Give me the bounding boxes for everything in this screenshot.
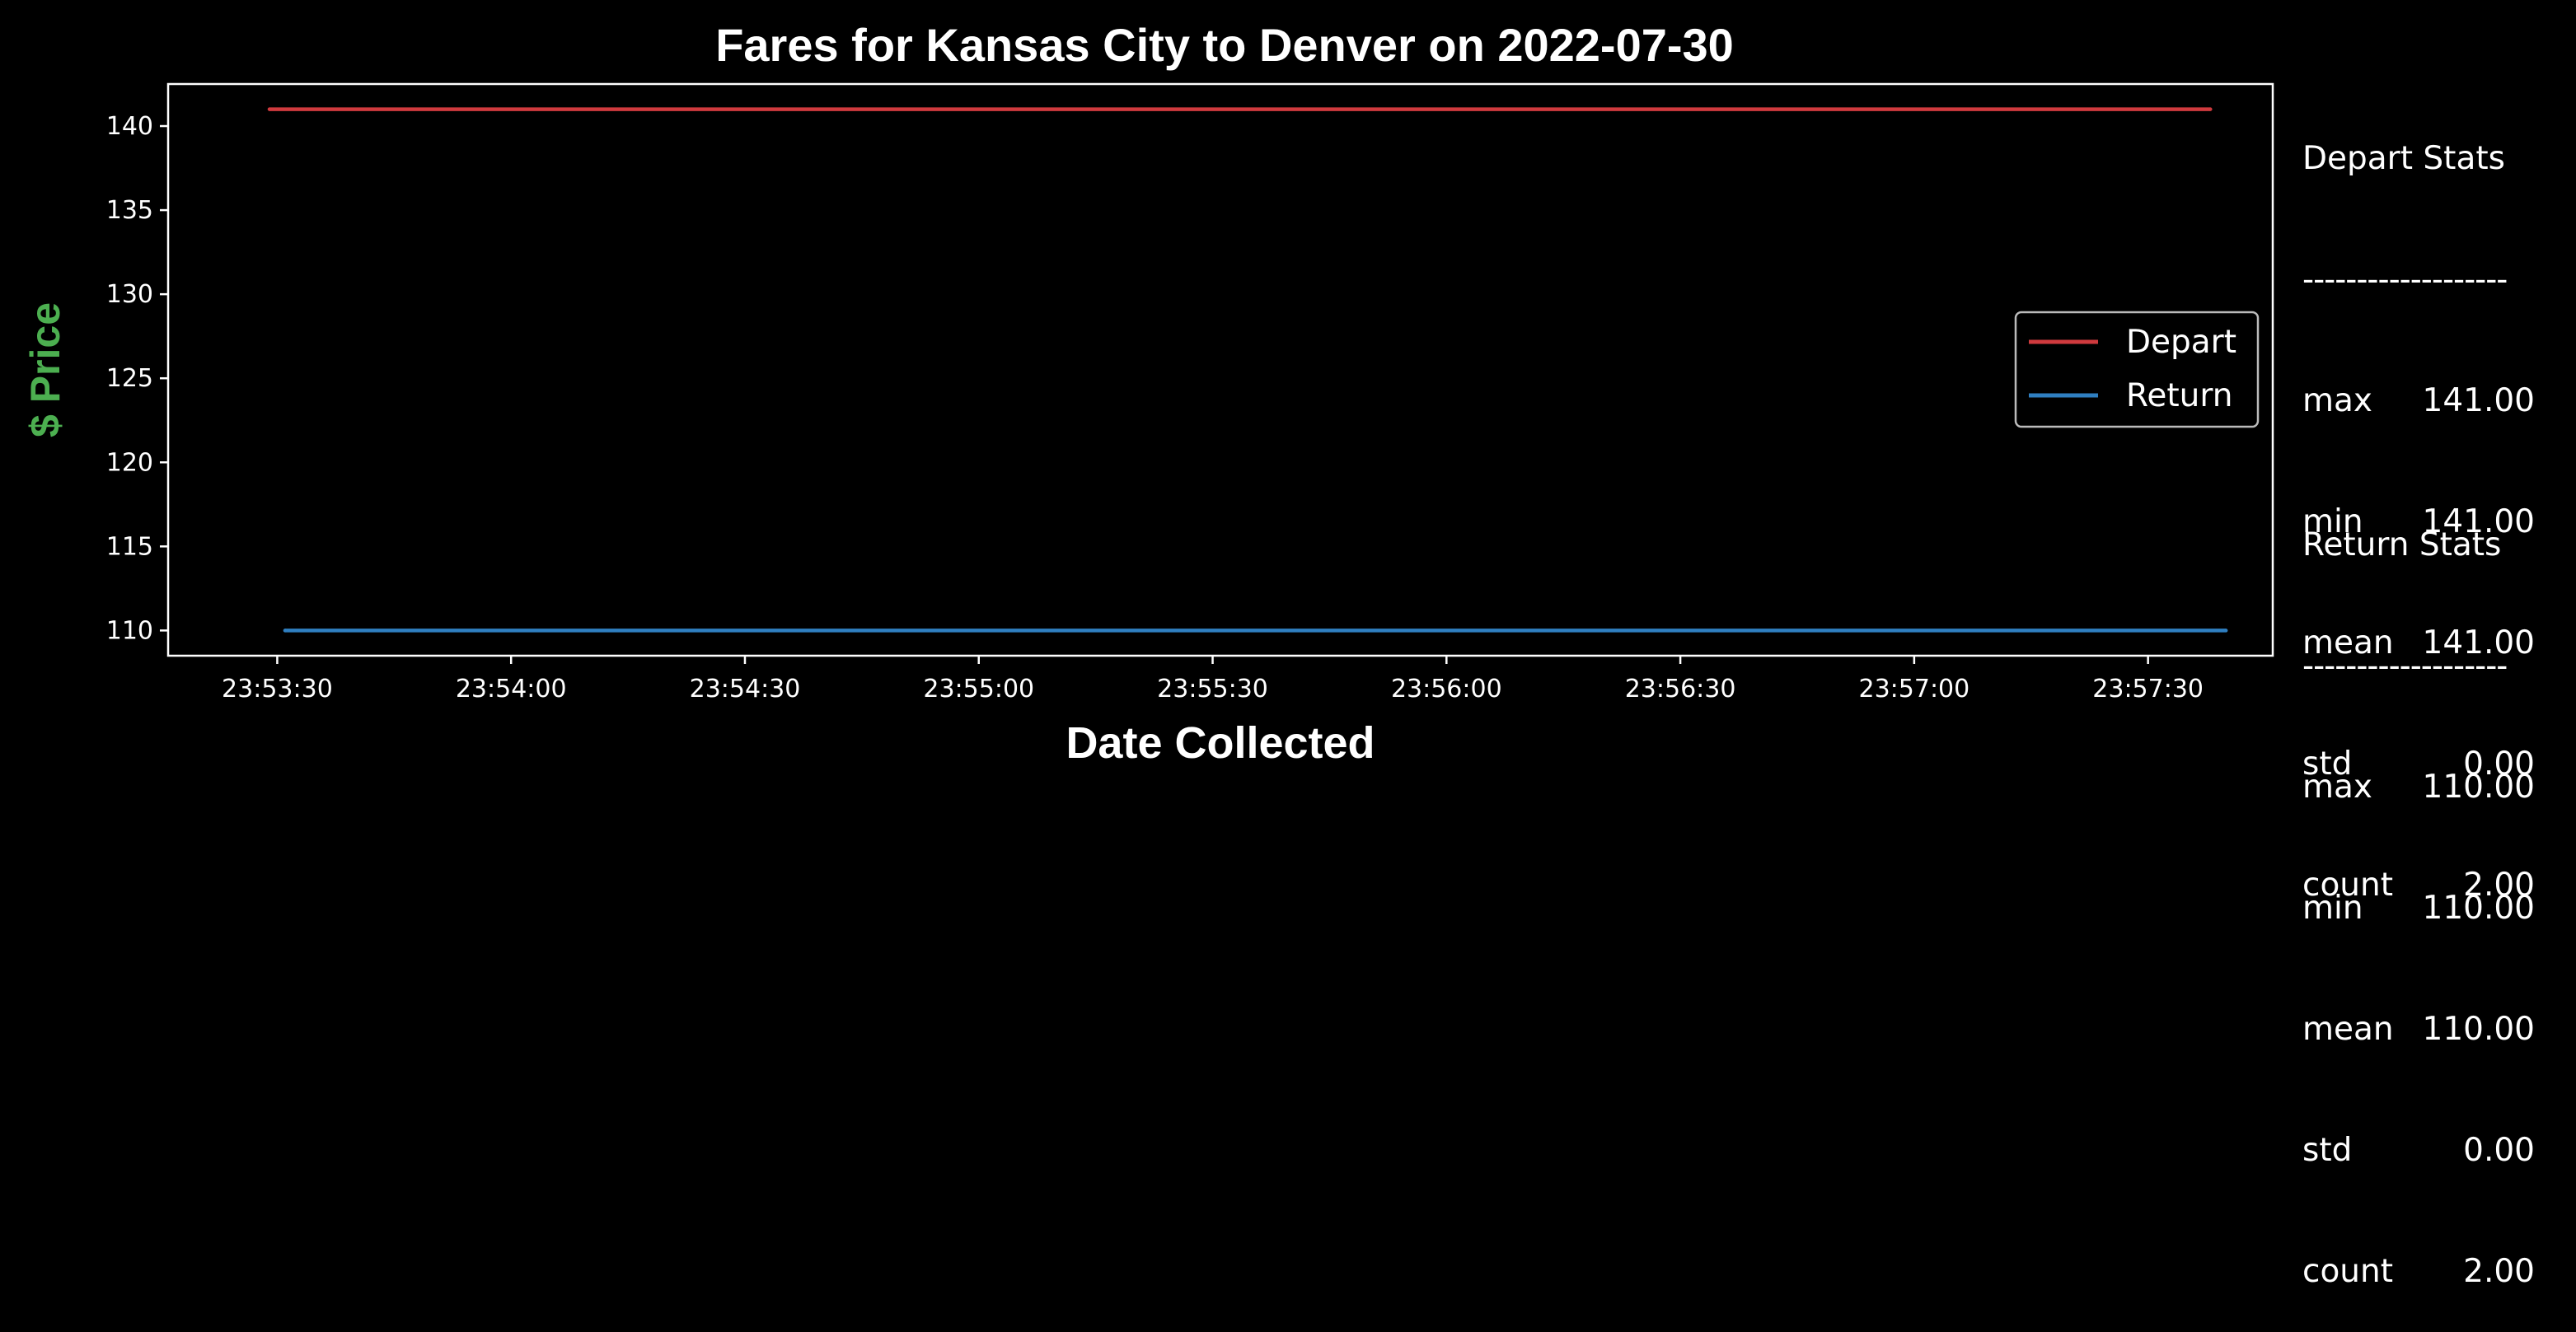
- stat-key: std: [2302, 1132, 2353, 1169]
- stat-key: max: [2302, 382, 2372, 419]
- stats-row: max 141.00: [2302, 381, 2535, 421]
- depart-stats-separator: -------------------: [2302, 261, 2508, 298]
- stat-key: min: [2302, 503, 2363, 540]
- x-tick-label: 23:53:30: [222, 675, 333, 703]
- return-stats-panel: Return Stats ------------------- max 110.…: [2302, 444, 2535, 1332]
- stats-row: max 110.00: [2302, 767, 2535, 807]
- data-point-return[interactable]: [2224, 629, 2228, 633]
- legend-label-return: Return: [2126, 377, 2232, 414]
- stats-row: std 0.00: [2302, 744, 2535, 784]
- stat-key: mean: [2302, 624, 2394, 661]
- y-tick-label: 125: [106, 364, 153, 393]
- x-tick-label: 23:56:00: [1391, 675, 1502, 703]
- stats-row: min 110.00: [2302, 888, 2535, 928]
- stat-value: 141.00: [2422, 503, 2535, 540]
- x-axis-label: Date Collected: [1066, 718, 1375, 768]
- return-stats-separator: -------------------: [2302, 647, 2508, 685]
- y-tick-label: 135: [106, 196, 153, 225]
- data-point-depart[interactable]: [267, 107, 272, 111]
- x-tick-label: 23:55:00: [923, 675, 1034, 703]
- stat-value: 110.00: [2422, 769, 2535, 806]
- stat-key: mean: [2302, 1011, 2394, 1048]
- stat-value: 2.00: [2463, 1253, 2535, 1290]
- x-tick-label: 23:55:30: [1157, 675, 1268, 703]
- stat-value: 0.00: [2463, 1132, 2535, 1169]
- stat-value: 110.00: [2422, 1011, 2535, 1048]
- x-tick-label: 23:54:00: [456, 675, 567, 703]
- stat-key: count: [2302, 1253, 2394, 1290]
- y-axis: 110 115 120 125 130 135 140: [106, 112, 168, 645]
- stat-key: min: [2302, 890, 2363, 927]
- y-tick-label: 120: [106, 448, 153, 477]
- data-point-depart[interactable]: [2208, 107, 2213, 111]
- stat-key: std: [2302, 745, 2353, 783]
- stats-row: mean 110.00: [2302, 1009, 2535, 1049]
- x-tick-label: 23:57:00: [1858, 675, 1969, 703]
- stats-row: count 2.00: [2302, 1251, 2535, 1292]
- stat-value: 110.00: [2422, 890, 2535, 927]
- x-tick-label: 23:56:30: [1625, 675, 1736, 703]
- stats-row: mean 141.00: [2302, 623, 2535, 663]
- plot-area: [166, 82, 2274, 657]
- y-axis-label: $ Price: [22, 302, 68, 437]
- x-tick-label: 23:57:30: [2092, 675, 2204, 703]
- return-stats-heading: Return Stats: [2302, 526, 2502, 563]
- fares-chart: Fares for Kansas City to Denver on 2022-…: [22, 19, 2274, 768]
- x-tick-label: 23:54:30: [690, 675, 801, 703]
- legend[interactable]: Depart Return: [2014, 311, 2260, 428]
- depart-stats-panel: Depart Stats ------------------- max 141.…: [2302, 58, 2535, 946]
- depart-stats-heading: Depart Stats: [2302, 140, 2505, 177]
- stat-key: max: [2302, 769, 2372, 806]
- x-axis: 23:53:30 23:54:00 23:54:30 23:55:00 23:55:30…: [222, 656, 2204, 703]
- data-point-return[interactable]: [283, 629, 288, 633]
- y-tick-label: 140: [106, 112, 153, 141]
- stats-row: min 141.00: [2302, 502, 2535, 542]
- stats-row: std 0.00: [2302, 1130, 2535, 1171]
- legend-label-depart: Depart: [2126, 324, 2236, 361]
- y-tick-label: 115: [106, 532, 153, 561]
- stat-value: 141.00: [2422, 624, 2535, 661]
- stat-value: 141.00: [2422, 382, 2535, 419]
- y-tick-label: 130: [106, 280, 153, 309]
- stat-value: 0.00: [2463, 745, 2535, 783]
- chart-title: Fares for Kansas City to Denver on 2022-…: [715, 19, 1734, 71]
- y-tick-label: 110: [106, 616, 153, 645]
- series-layer: [267, 107, 2228, 633]
